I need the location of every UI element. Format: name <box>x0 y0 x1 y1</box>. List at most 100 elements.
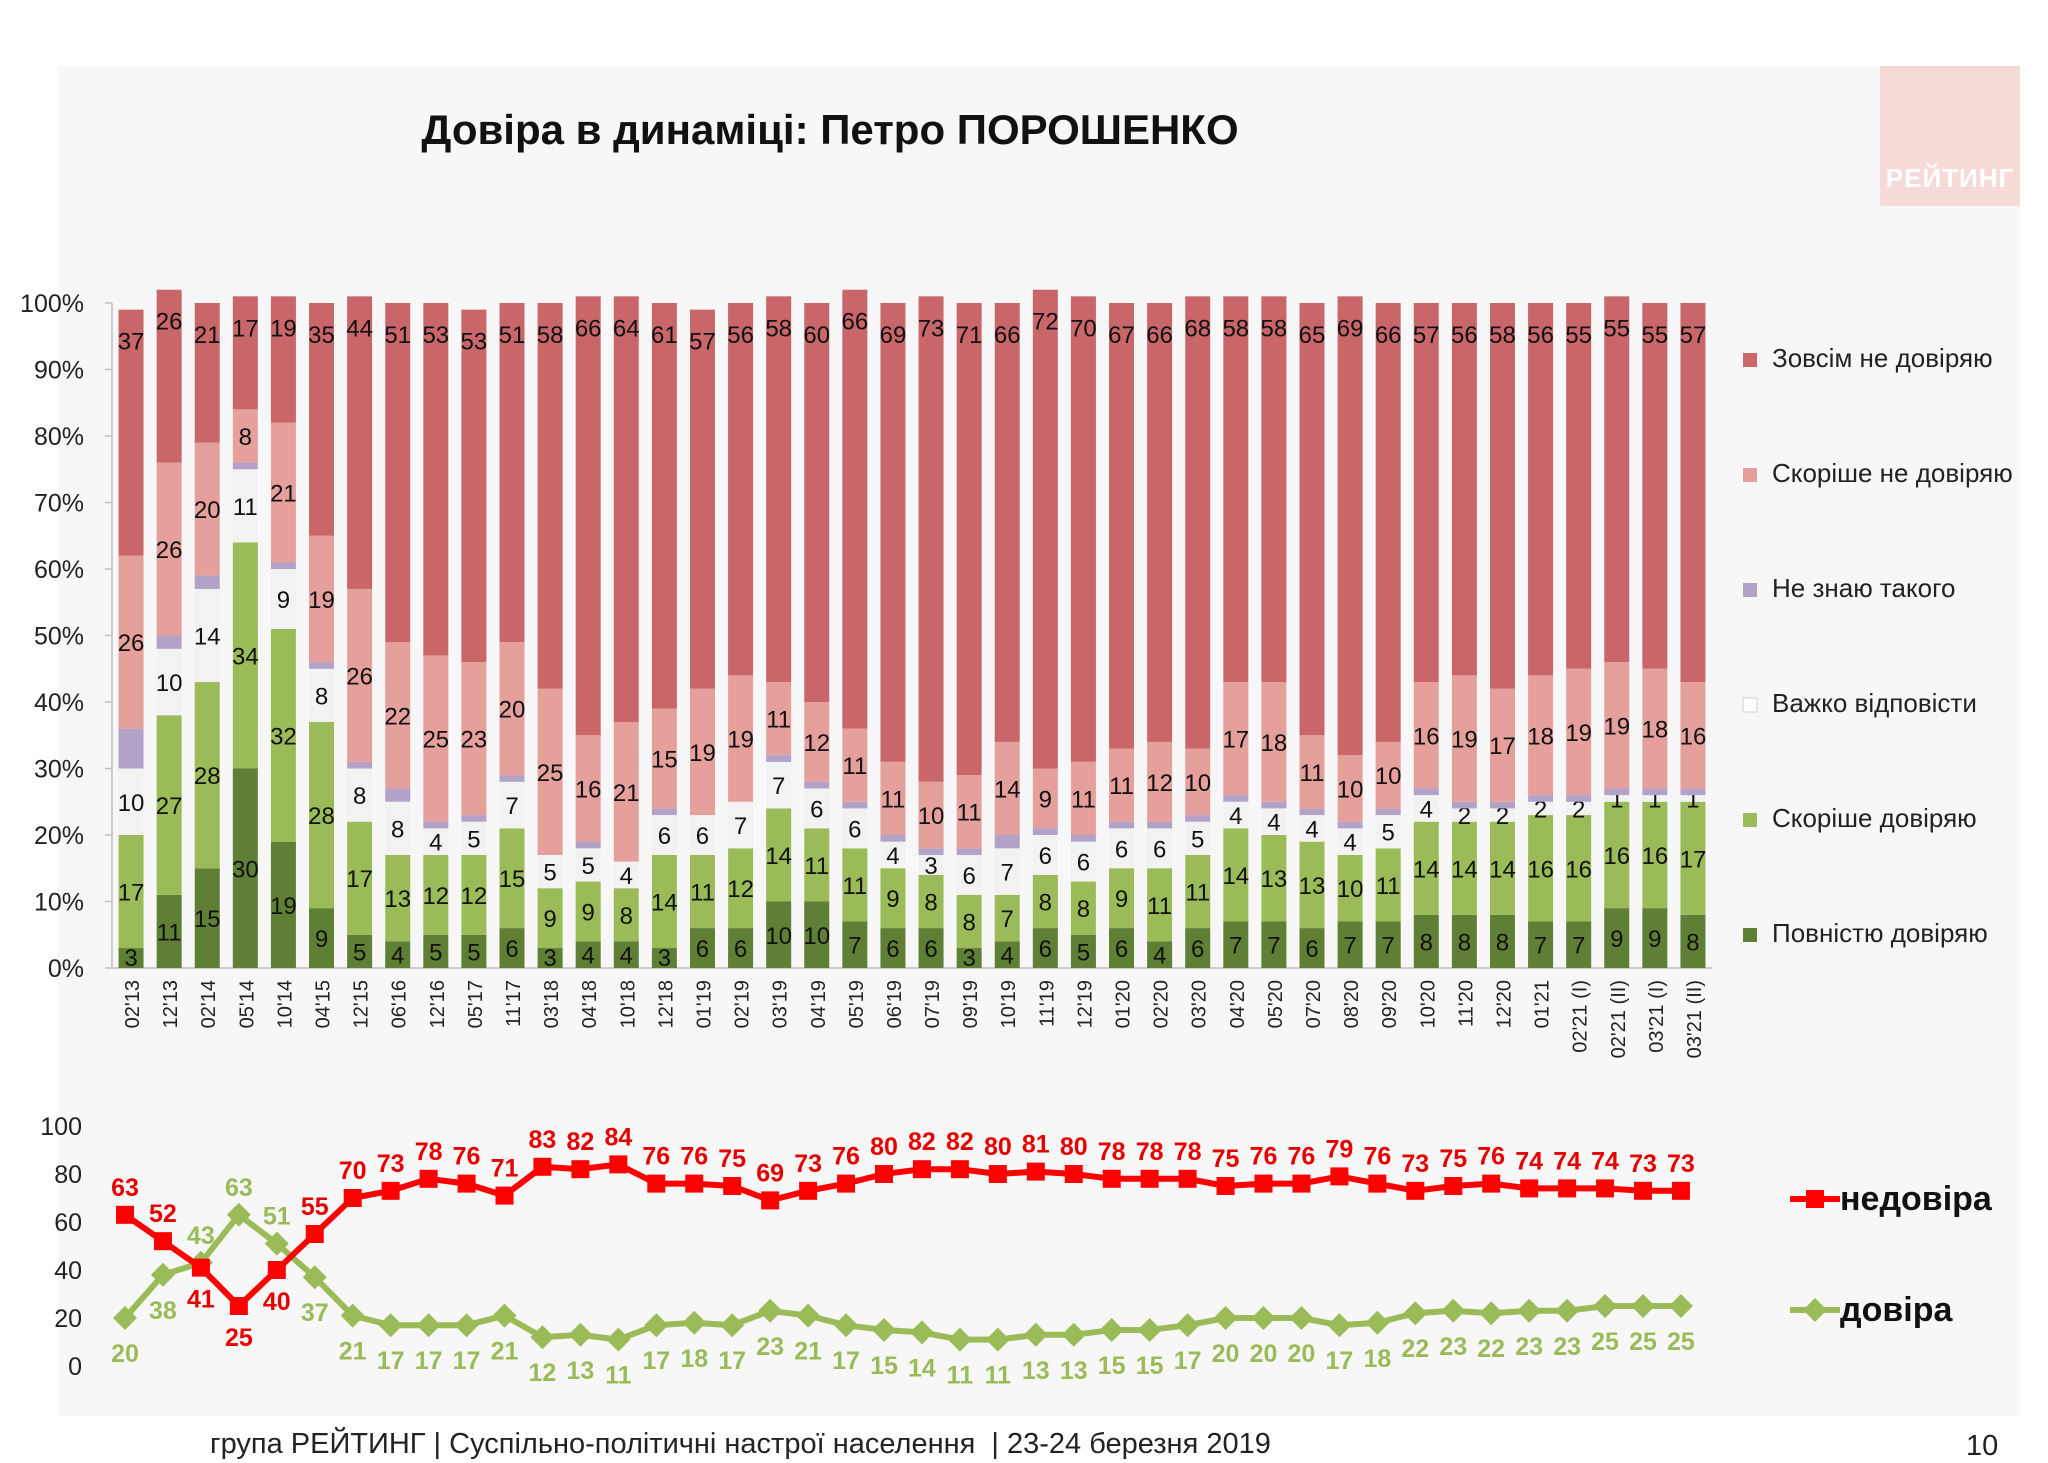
legend-label: Важко відповісти <box>1772 688 1977 718</box>
bar-value-label: 7 <box>848 933 861 960</box>
bar-value-label: 7 <box>1267 933 1280 960</box>
y-tick-label: 100% <box>20 290 84 318</box>
bar-segment <box>1489 303 1515 689</box>
distrust-value-label: 80 <box>870 1133 898 1161</box>
x-tick-label: 12'19 <box>1074 980 1096 1028</box>
bar-segment <box>1566 815 1592 922</box>
bar-value-label: 19 <box>1603 713 1630 740</box>
distrust-marker <box>723 1177 742 1195</box>
distrust-value-label: 52 <box>149 1200 177 1228</box>
bar-value-label: 11 <box>1071 786 1096 813</box>
bar-segment <box>1413 303 1439 683</box>
bar-segment <box>918 874 944 929</box>
bar-segment <box>232 768 258 968</box>
bar-segment <box>347 821 373 935</box>
bar-segment <box>309 535 335 663</box>
x-tick-label: 03'19 <box>770 980 792 1028</box>
distrust-marker <box>419 1169 438 1188</box>
bar-segment <box>1337 755 1363 822</box>
bar-value-label: 12 <box>803 730 830 757</box>
bar-value-label: 17 <box>232 315 259 342</box>
bar-value-label: 4 <box>1001 943 1014 970</box>
x-tick-label: 03'21 (I) <box>1646 980 1668 1053</box>
bar-segment <box>1642 788 1668 796</box>
trust-marker <box>113 1306 137 1330</box>
bar-segment <box>232 469 258 543</box>
distrust-marker <box>1634 1181 1652 1200</box>
trust-marker <box>226 1202 251 1227</box>
trust-marker <box>834 1313 859 1338</box>
bar-value-label: 69 <box>880 322 907 349</box>
legend-label: Скоріше не довіряю <box>1772 458 2013 488</box>
bar-segment <box>651 808 677 816</box>
bar-segment <box>728 801 754 849</box>
bar-segment <box>194 868 220 968</box>
bar-value-label: 10 <box>1184 770 1211 797</box>
x-tick-label: 02'20 <box>1151 980 1173 1028</box>
bar-segment <box>804 303 830 702</box>
bar-value-label: 6 <box>1039 936 1052 963</box>
bar-value-label: 66 <box>1375 322 1402 349</box>
y-tick-label: 80% <box>34 423 84 451</box>
bar-segment <box>1528 675 1554 796</box>
line-y-tick-label: 60 <box>54 1209 82 1237</box>
bar-segment <box>1489 801 1515 809</box>
bar-value-label: 2 <box>1458 803 1471 830</box>
bar-value-label: 14 <box>994 776 1021 803</box>
line-y-tick-label: 100 <box>40 1113 82 1141</box>
line-y-tick-label: 40 <box>54 1257 82 1285</box>
trust-marker <box>985 1327 1010 1352</box>
bar-value-label: 21 <box>613 780 640 807</box>
legend-distrust-label: недовіра <box>1840 1180 1993 1218</box>
bar-value-label: 10 <box>765 923 792 950</box>
bar-segment <box>842 801 868 809</box>
bar-value-label: 22 <box>384 703 411 730</box>
distrust-marker <box>1178 1169 1197 1188</box>
bar-segment <box>118 555 144 729</box>
trust-marker <box>1593 1294 1618 1318</box>
bar-segment <box>1642 908 1668 968</box>
bar-segment <box>1566 795 1592 802</box>
bar-value-label: 10 <box>1337 876 1364 903</box>
bar-value-label: 4 <box>429 830 442 857</box>
bar-segment <box>194 588 220 683</box>
trust-value-label: 37 <box>301 1299 329 1327</box>
distrust-value-label: 55 <box>301 1193 329 1221</box>
bar-value-label: 68 <box>1184 315 1211 342</box>
bar-segment <box>1185 815 1211 822</box>
bar-value-label: 19 <box>270 893 297 920</box>
bar-segment <box>499 775 525 782</box>
bar-segment <box>651 854 677 949</box>
distrust-value-label: 70 <box>339 1157 367 1185</box>
bar-value-label: 25 <box>537 760 564 787</box>
bar-segment <box>1070 881 1096 935</box>
x-tick-label: 09'20 <box>1379 980 1401 1028</box>
bar-segment <box>1680 303 1706 683</box>
x-tick-label: 03'18 <box>541 980 563 1028</box>
bar-segment <box>1223 828 1249 922</box>
bar-segment <box>1680 788 1706 796</box>
bar-value-label: 9 <box>886 886 899 913</box>
bar-value-label: 14 <box>194 624 221 651</box>
bar-segment <box>956 854 982 895</box>
bar-value-label: 6 <box>696 936 709 963</box>
distrust-marker <box>837 1174 856 1193</box>
trust-value-label: 38 <box>149 1297 177 1325</box>
distrust-value-label: 74 <box>1515 1147 1543 1175</box>
distrust-marker <box>1482 1174 1501 1193</box>
bar-segment <box>1680 682 1706 789</box>
y-tick-label: 70% <box>34 490 84 518</box>
bar-segment <box>118 768 144 835</box>
bar-segment <box>232 296 258 410</box>
bar-value-label: 69 <box>1337 315 1364 342</box>
distrust-value-label: 79 <box>1325 1135 1353 1163</box>
line-y-tick-label: 20 <box>54 1305 82 1333</box>
bar-value-label: 19 <box>727 727 754 754</box>
bar-value-label: 57 <box>1413 322 1440 349</box>
bar-value-label: 16 <box>575 776 602 803</box>
bar-segment <box>1337 296 1363 756</box>
bar-segment <box>1375 303 1401 742</box>
trust-marker <box>1023 1322 1048 1347</box>
x-tick-label: 04'19 <box>808 980 830 1028</box>
bar-value-label: 11 <box>1185 880 1210 907</box>
